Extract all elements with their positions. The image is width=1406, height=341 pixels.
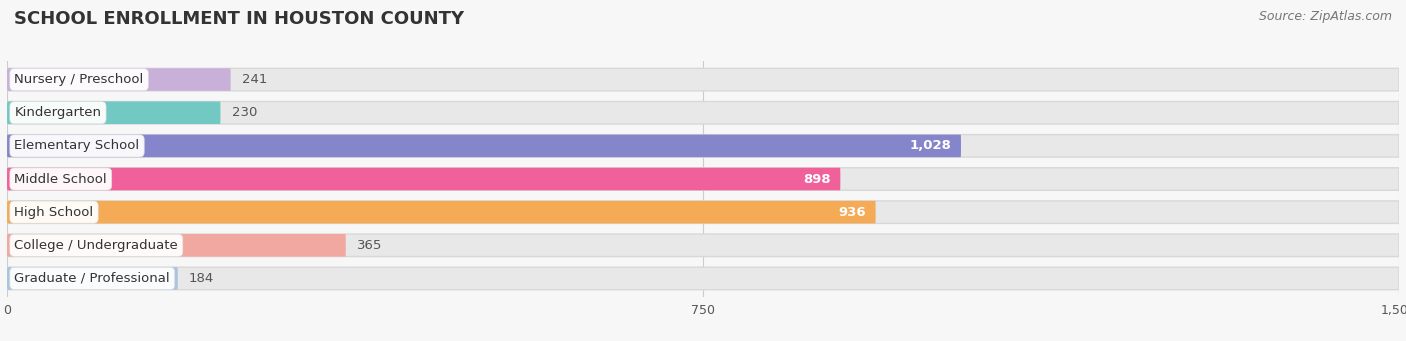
Text: 241: 241 xyxy=(242,73,267,86)
FancyBboxPatch shape xyxy=(7,201,1399,223)
Text: SCHOOL ENROLLMENT IN HOUSTON COUNTY: SCHOOL ENROLLMENT IN HOUSTON COUNTY xyxy=(14,10,464,28)
Text: College / Undergraduate: College / Undergraduate xyxy=(14,239,179,252)
FancyBboxPatch shape xyxy=(7,234,1399,256)
Text: Nursery / Preschool: Nursery / Preschool xyxy=(14,73,143,86)
FancyBboxPatch shape xyxy=(7,68,1399,91)
FancyBboxPatch shape xyxy=(7,267,1399,290)
Text: Middle School: Middle School xyxy=(14,173,107,186)
FancyBboxPatch shape xyxy=(7,68,231,91)
Text: Source: ZipAtlas.com: Source: ZipAtlas.com xyxy=(1258,10,1392,23)
Text: 365: 365 xyxy=(357,239,382,252)
FancyBboxPatch shape xyxy=(7,135,960,157)
FancyBboxPatch shape xyxy=(7,234,346,256)
Text: 898: 898 xyxy=(803,173,831,186)
Text: 1,028: 1,028 xyxy=(910,139,952,152)
FancyBboxPatch shape xyxy=(7,201,876,223)
Text: 936: 936 xyxy=(839,206,866,219)
FancyBboxPatch shape xyxy=(7,168,841,190)
Text: 184: 184 xyxy=(188,272,214,285)
FancyBboxPatch shape xyxy=(7,267,177,290)
Text: Kindergarten: Kindergarten xyxy=(14,106,101,119)
FancyBboxPatch shape xyxy=(7,168,1399,190)
FancyBboxPatch shape xyxy=(7,102,221,124)
Text: 230: 230 xyxy=(232,106,257,119)
Text: Elementary School: Elementary School xyxy=(14,139,139,152)
Text: Graduate / Professional: Graduate / Professional xyxy=(14,272,170,285)
FancyBboxPatch shape xyxy=(7,102,1399,124)
Text: High School: High School xyxy=(14,206,94,219)
FancyBboxPatch shape xyxy=(7,135,1399,157)
